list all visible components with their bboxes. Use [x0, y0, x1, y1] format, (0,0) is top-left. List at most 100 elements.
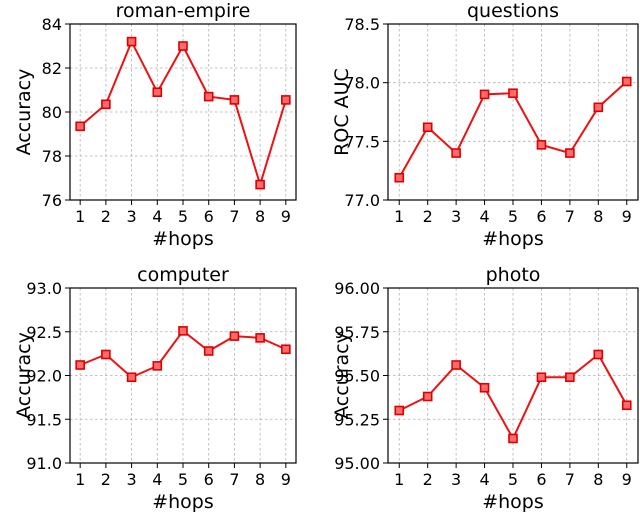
- data-point: [75, 121, 85, 132]
- y-tick-label: 77.5: [344, 132, 380, 151]
- x-tick-label: 3: [451, 470, 461, 489]
- data-point: [451, 148, 461, 158]
- series-line: [79, 39, 287, 189]
- y-tick-label: 78: [42, 147, 62, 166]
- data-point: [101, 99, 111, 110]
- x-tick-label: 3: [451, 207, 461, 226]
- data-point: [565, 372, 575, 383]
- data-point: [178, 41, 188, 51]
- x-tick-label: 6: [204, 207, 214, 226]
- x-tick-label: 7: [229, 207, 239, 226]
- x-axis-label: #hops: [152, 228, 214, 250]
- x-tick-label: 7: [565, 207, 575, 226]
- x-tick-label: 5: [178, 207, 188, 226]
- data-point: [536, 372, 547, 383]
- data-point: [101, 349, 111, 360]
- x-tick-label: 2: [101, 470, 111, 489]
- chart-title: photo: [486, 264, 541, 286]
- x-tick-label: 9: [281, 470, 291, 489]
- data-point: [508, 433, 518, 444]
- x-tick-label: 5: [178, 470, 188, 489]
- y-axis-label: Accuracy: [13, 332, 35, 419]
- data-point: [281, 95, 291, 105]
- chart-title: questions: [467, 0, 559, 22]
- x-tick-label: 3: [126, 207, 136, 226]
- y-tick-label: 93.0: [26, 279, 62, 298]
- y-tick-label: 96.00: [334, 279, 380, 298]
- data-point: [593, 102, 604, 113]
- x-tick-label: 2: [423, 207, 433, 226]
- y-axis-label: Accuracy: [13, 69, 35, 156]
- x-tick-label: 8: [255, 207, 265, 226]
- data-point: [565, 148, 575, 158]
- data-point: [152, 87, 163, 97]
- data-point: [203, 91, 214, 102]
- data-point: [422, 122, 433, 133]
- x-tick-label: 8: [593, 470, 603, 489]
- x-tick-label: 7: [565, 470, 575, 489]
- data-point: [178, 326, 188, 336]
- y-tick-label: 77.0: [344, 191, 380, 210]
- x-tick-label: 5: [508, 207, 518, 226]
- subplot-1: 1 2 3 4 5 6 7 8 9 77.0 77.5 78.0 78.5 questions #hops R…: [331, 0, 639, 250]
- y-tick-label: 76: [42, 191, 62, 210]
- data-point: [508, 88, 518, 99]
- x-tick-label: 2: [101, 207, 111, 226]
- data-point: [75, 360, 85, 370]
- y-tick-label: 95.75: [334, 323, 380, 342]
- data-point: [126, 372, 137, 383]
- data-point: [203, 346, 214, 356]
- x-tick-label: 7: [229, 470, 239, 489]
- y-tick-label: 92.5: [26, 323, 62, 342]
- data-point: [126, 36, 137, 47]
- y-axis-label: ROC AUC: [331, 68, 353, 156]
- data-point: [229, 331, 240, 341]
- data-point: [621, 400, 632, 411]
- data-point: [152, 361, 163, 371]
- x-tick-label: 3: [126, 470, 136, 489]
- data-point: [479, 382, 490, 393]
- y-tick-label: 78.0: [344, 74, 380, 93]
- x-tick-label: 6: [536, 207, 546, 226]
- y-tick-label: 92.0: [26, 367, 62, 386]
- x-tick-label: 8: [593, 207, 603, 226]
- x-tick-label: 1: [75, 207, 85, 226]
- y-tick-label: 80: [42, 103, 62, 122]
- x-tick-label: 9: [622, 470, 632, 489]
- y-tick-label: 91.0: [26, 454, 62, 473]
- x-tick-label: 4: [152, 207, 162, 226]
- x-tick-label: 8: [255, 470, 265, 489]
- y-tick-label: 84: [42, 15, 62, 34]
- y-tick-label: 95.50: [334, 367, 380, 386]
- x-tick-label: 1: [394, 470, 404, 489]
- y-tick-label: 91.5: [26, 410, 62, 429]
- x-axis-label: #hops: [152, 491, 214, 513]
- data-point: [422, 391, 433, 402]
- subplot-2: 1 2 3 4 5 6 7 8 9 91.0 91.5 92.0 92.5 93.0 computer #ho…: [13, 264, 297, 513]
- x-tick-label: 4: [152, 470, 162, 489]
- x-tick-label: 4: [479, 207, 489, 226]
- x-tick-label: 9: [622, 207, 632, 226]
- y-axis-label: Accuracy: [331, 332, 353, 419]
- data-point: [451, 360, 461, 370]
- data-point: [394, 172, 405, 183]
- data-point: [229, 95, 240, 105]
- data-point: [479, 89, 490, 100]
- x-tick-label: 9: [281, 207, 291, 226]
- y-tick-label: 95.00: [334, 454, 380, 473]
- data-point: [536, 140, 547, 150]
- data-point: [255, 179, 265, 190]
- series-line: [398, 352, 628, 441]
- x-tick-label: 1: [75, 470, 85, 489]
- data-point: [593, 349, 604, 360]
- data-point: [255, 333, 265, 343]
- x-tick-label: 2: [423, 470, 433, 489]
- x-tick-label: 6: [536, 470, 546, 489]
- data-point: [621, 76, 632, 87]
- x-tick-label: 4: [479, 470, 489, 489]
- chart-title: roman-empire: [116, 0, 251, 22]
- x-tick-label: 6: [204, 470, 214, 489]
- y-tick-label: 82: [42, 59, 62, 78]
- x-axis-label: #hops: [482, 491, 544, 513]
